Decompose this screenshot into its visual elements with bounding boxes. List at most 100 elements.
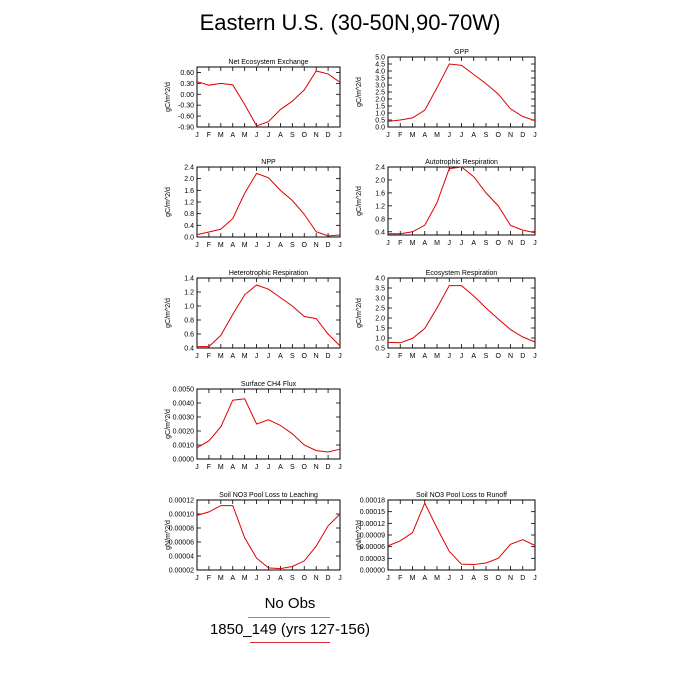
y-tick-label: 1.6 xyxy=(375,190,385,197)
y-axis-label: gC/m^2/d xyxy=(356,77,363,107)
x-tick-label: M xyxy=(410,240,416,247)
x-tick-label: S xyxy=(484,353,489,360)
plot-frame xyxy=(387,499,536,571)
x-tick-label: F xyxy=(207,242,211,249)
x-tick-label: M xyxy=(218,242,224,249)
x-tick-label: A xyxy=(230,353,235,360)
x-tick-label: F xyxy=(207,575,211,582)
y-tick-label: 0.4 xyxy=(184,346,194,353)
panel-title: Autotrophic Respiration xyxy=(425,159,498,166)
panel-title: Surface CH4 Flux xyxy=(241,381,297,388)
y-tick-label: 0.00 xyxy=(180,92,194,99)
x-tick-label: N xyxy=(314,464,319,471)
y-tick-label: 1.0 xyxy=(375,111,385,118)
x-tick-label: J xyxy=(448,353,452,360)
x-tick-label: J xyxy=(195,242,199,249)
x-tick-label: M xyxy=(410,575,416,582)
x-tick-label: M xyxy=(410,132,416,139)
y-tick-label: 0.0050 xyxy=(173,387,195,394)
x-tick-label: J xyxy=(533,240,537,247)
x-tick-label: M xyxy=(434,575,440,582)
y-tick-label: 1.5 xyxy=(375,104,385,111)
x-tick-label: D xyxy=(520,575,525,582)
y-axis-label: gN/m^2/d xyxy=(165,520,172,550)
y-tick-label: 0.60 xyxy=(180,70,194,77)
panel-title: Ecosystem Respiration xyxy=(426,270,498,277)
x-tick-label: J xyxy=(460,240,464,247)
x-tick-label: S xyxy=(484,240,489,247)
y-tick-label: 0.0020 xyxy=(173,429,195,436)
y-axis-label: gC/m^2/d xyxy=(165,409,172,439)
x-tick-label: D xyxy=(326,132,331,139)
y-tick-label: 3.0 xyxy=(375,83,385,90)
y-tick-label: 1.5 xyxy=(375,326,385,333)
x-tick-label: A xyxy=(230,132,235,139)
x-tick-label: N xyxy=(314,132,319,139)
x-tick-label: M xyxy=(434,132,440,139)
x-tick-label: J xyxy=(195,353,199,360)
x-tick-label: S xyxy=(290,353,295,360)
y-tick-label: 0.00006 xyxy=(169,540,194,547)
x-tick-label: A xyxy=(422,575,427,582)
y-tick-label: 2.4 xyxy=(184,165,194,172)
x-tick-label: M xyxy=(242,242,248,249)
x-tick-label: S xyxy=(290,464,295,471)
x-tick-label: J xyxy=(255,575,259,582)
y-tick-label: 2.0 xyxy=(375,177,385,184)
y-tick-label: 0.0010 xyxy=(173,443,195,450)
x-tick-label: A xyxy=(278,575,283,582)
legend-obs-label: No Obs xyxy=(264,595,316,612)
x-tick-label: A xyxy=(422,132,427,139)
plot-frame xyxy=(387,166,536,236)
legend-case-label: 1850_149 (yrs 127-156) xyxy=(209,621,371,638)
plot-frame xyxy=(196,388,341,460)
x-tick-label: A xyxy=(278,353,283,360)
y-tick-label: 2.4 xyxy=(375,165,385,172)
y-tick-label: 0.00018 xyxy=(360,498,385,505)
y-axis-label: gC/m^2/d xyxy=(165,187,172,217)
x-tick-label: F xyxy=(207,353,211,360)
y-tick-label: 0.4 xyxy=(375,229,385,236)
x-tick-label: J xyxy=(195,132,199,139)
y-tick-label: 5.0 xyxy=(375,55,385,62)
y-tick-label: 0.0030 xyxy=(173,415,195,422)
x-tick-label: M xyxy=(242,353,248,360)
x-tick-label: J xyxy=(338,575,342,582)
page-title: Eastern U.S. (30-50N,90-70W) xyxy=(199,10,501,35)
y-tick-label: 0.00012 xyxy=(169,498,194,505)
x-tick-label: N xyxy=(314,353,319,360)
panel-title: NPP xyxy=(261,159,276,166)
x-tick-label: A xyxy=(230,464,235,471)
x-tick-label: J xyxy=(255,132,259,139)
y-tick-label: 0.5 xyxy=(375,346,385,353)
x-tick-label: D xyxy=(326,575,331,582)
series-line xyxy=(387,285,536,344)
y-tick-label: -0.60 xyxy=(178,114,194,121)
chart-panel: Autotrophic Respiration gC/m^2/d 0.4 0.8 1.2… xyxy=(356,159,537,247)
y-tick-label: 2.5 xyxy=(375,306,385,313)
x-tick-label: O xyxy=(302,242,308,249)
y-tick-label: 0.8 xyxy=(184,211,194,218)
x-tick-label: J xyxy=(448,240,452,247)
x-tick-label: D xyxy=(326,353,331,360)
x-tick-label: J xyxy=(255,242,259,249)
x-tick-label: O xyxy=(302,132,308,139)
y-tick-label: 3.0 xyxy=(375,296,385,303)
series-line xyxy=(388,166,536,235)
x-tick-label: O xyxy=(302,353,308,360)
y-tick-label: 1.2 xyxy=(184,200,194,207)
x-tick-label: N xyxy=(508,132,513,139)
x-tick-label: D xyxy=(520,240,525,247)
y-tick-label: 0.0000 xyxy=(173,457,195,464)
x-tick-label: A xyxy=(278,464,283,471)
y-tick-label: 0.5 xyxy=(375,118,385,125)
x-tick-label: J xyxy=(448,132,452,139)
y-tick-label: 0.00015 xyxy=(360,509,385,516)
x-tick-label: J xyxy=(386,132,390,139)
y-tick-label: 2.0 xyxy=(375,97,385,104)
x-tick-label: N xyxy=(508,575,513,582)
x-tick-label: O xyxy=(496,353,502,360)
series-line xyxy=(387,63,536,122)
y-tick-label: 4.5 xyxy=(375,62,385,69)
